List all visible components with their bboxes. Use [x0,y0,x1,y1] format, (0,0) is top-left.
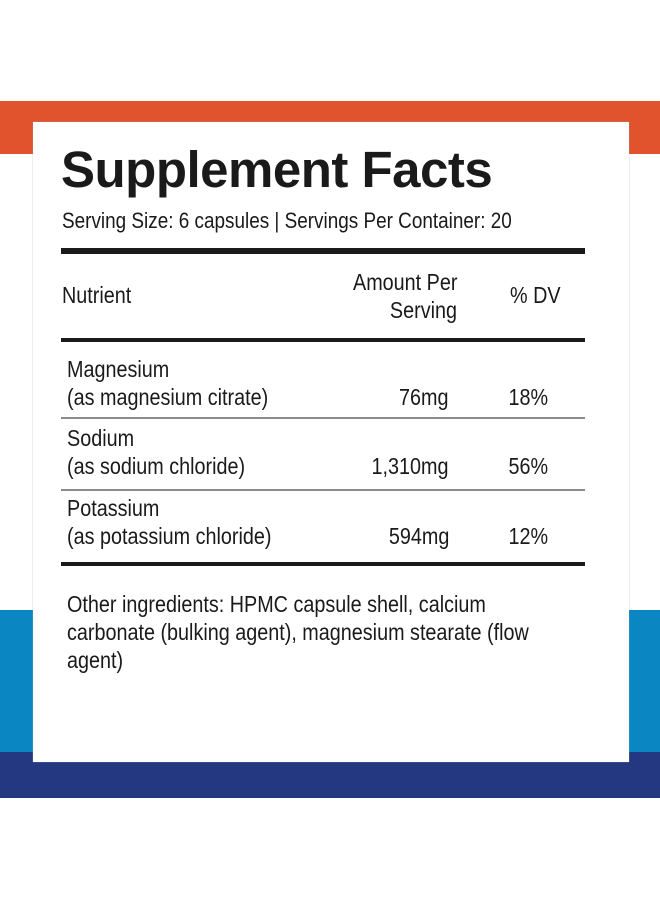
nutrient-form: (as sodium chloride) [67,453,246,479]
nutrient-dv: 12% [508,523,548,549]
row-divider [61,417,585,419]
nutrient-amount: 1,310mg [372,453,449,479]
supplement-facts-panel: Supplement Facts Serving Size: 6 capsule… [33,122,629,762]
divider-bottom [61,562,585,566]
header-nutrient: Nutrient [62,282,132,308]
header-amount-line2: Serving [389,297,457,323]
nutrient-form: (as potassium chloride) [67,523,272,549]
divider-header [61,338,585,342]
header-amount-line1: Amount Per [352,269,457,295]
other-ingredients: Other ingredients: HPMC capsule shell, c… [67,591,529,673]
nutrient-name: Sodium [67,425,135,451]
nutrient-name: Potassium [67,495,160,521]
divider-top [61,248,585,254]
nutrient-dv: 56% [508,453,548,479]
nutrient-amount: 76mg [399,384,449,410]
nutrient-name: Magnesium [67,356,170,382]
panel-title: Supplement Facts [61,141,493,198]
row-divider [61,489,585,491]
nutrient-amount: 594mg [388,523,449,549]
nutrient-dv: 18% [508,384,548,410]
nutrient-form: (as magnesium citrate) [67,384,269,410]
header-dv: % DV [510,282,561,308]
serving-info: Serving Size: 6 capsules | Servings Per … [62,208,512,233]
